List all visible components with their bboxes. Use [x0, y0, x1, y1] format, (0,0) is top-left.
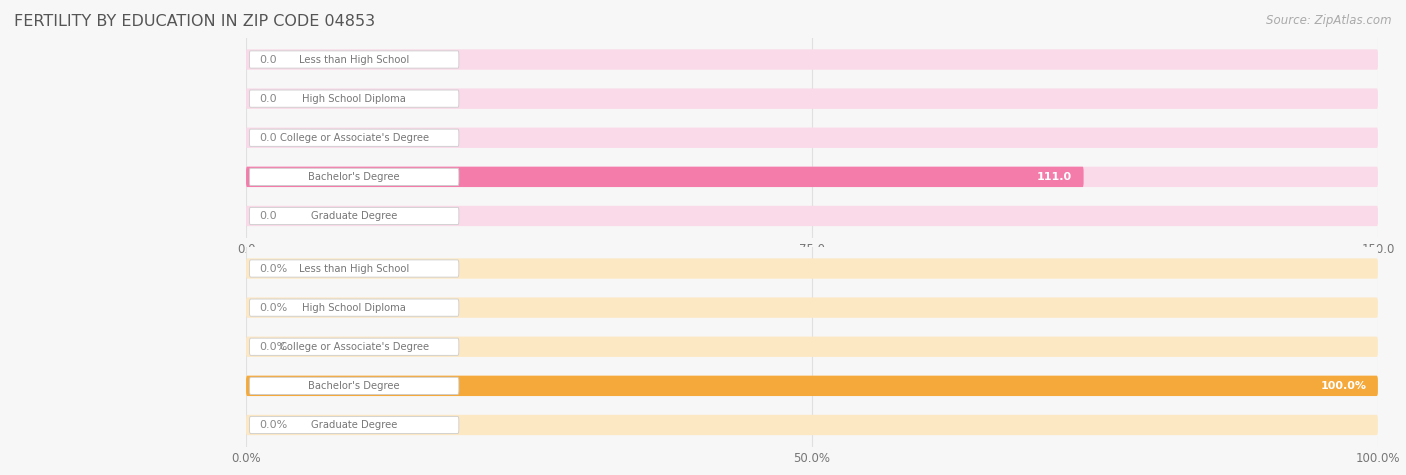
Text: 0.0%: 0.0% [260, 420, 288, 430]
Text: Bachelor's Degree: Bachelor's Degree [308, 172, 399, 182]
Text: Bachelor's Degree: Bachelor's Degree [308, 381, 399, 391]
Text: 0.0%: 0.0% [260, 303, 288, 313]
Text: FERTILITY BY EDUCATION IN ZIP CODE 04853: FERTILITY BY EDUCATION IN ZIP CODE 04853 [14, 14, 375, 29]
FancyBboxPatch shape [246, 167, 1084, 187]
Text: 0.0: 0.0 [260, 94, 277, 104]
Text: Less than High School: Less than High School [299, 55, 409, 65]
FancyBboxPatch shape [246, 376, 1378, 396]
Text: Source: ZipAtlas.com: Source: ZipAtlas.com [1267, 14, 1392, 27]
Text: High School Diploma: High School Diploma [302, 303, 406, 313]
FancyBboxPatch shape [249, 51, 458, 68]
FancyBboxPatch shape [246, 49, 1378, 70]
FancyBboxPatch shape [249, 260, 458, 277]
FancyBboxPatch shape [249, 90, 458, 107]
FancyBboxPatch shape [249, 129, 458, 146]
Text: 0.0: 0.0 [260, 211, 277, 221]
FancyBboxPatch shape [249, 299, 458, 316]
FancyBboxPatch shape [246, 167, 1378, 187]
FancyBboxPatch shape [246, 206, 1378, 226]
Text: 0.0: 0.0 [260, 55, 277, 65]
FancyBboxPatch shape [249, 208, 458, 225]
Text: High School Diploma: High School Diploma [302, 94, 406, 104]
Text: 111.0: 111.0 [1038, 172, 1073, 182]
FancyBboxPatch shape [246, 88, 1378, 109]
Text: 0.0%: 0.0% [260, 342, 288, 352]
FancyBboxPatch shape [246, 337, 1378, 357]
Text: 0.0%: 0.0% [260, 264, 288, 274]
FancyBboxPatch shape [249, 168, 458, 185]
FancyBboxPatch shape [246, 376, 1378, 396]
FancyBboxPatch shape [249, 417, 458, 434]
FancyBboxPatch shape [249, 338, 458, 355]
FancyBboxPatch shape [249, 377, 458, 394]
Text: 0.0: 0.0 [260, 133, 277, 143]
FancyBboxPatch shape [246, 415, 1378, 435]
Text: Graduate Degree: Graduate Degree [311, 420, 398, 430]
Text: College or Associate's Degree: College or Associate's Degree [280, 342, 429, 352]
FancyBboxPatch shape [246, 128, 1378, 148]
FancyBboxPatch shape [246, 297, 1378, 318]
Text: 100.0%: 100.0% [1320, 381, 1367, 391]
Text: Graduate Degree: Graduate Degree [311, 211, 398, 221]
Text: Less than High School: Less than High School [299, 264, 409, 274]
Text: College or Associate's Degree: College or Associate's Degree [280, 133, 429, 143]
FancyBboxPatch shape [246, 258, 1378, 279]
